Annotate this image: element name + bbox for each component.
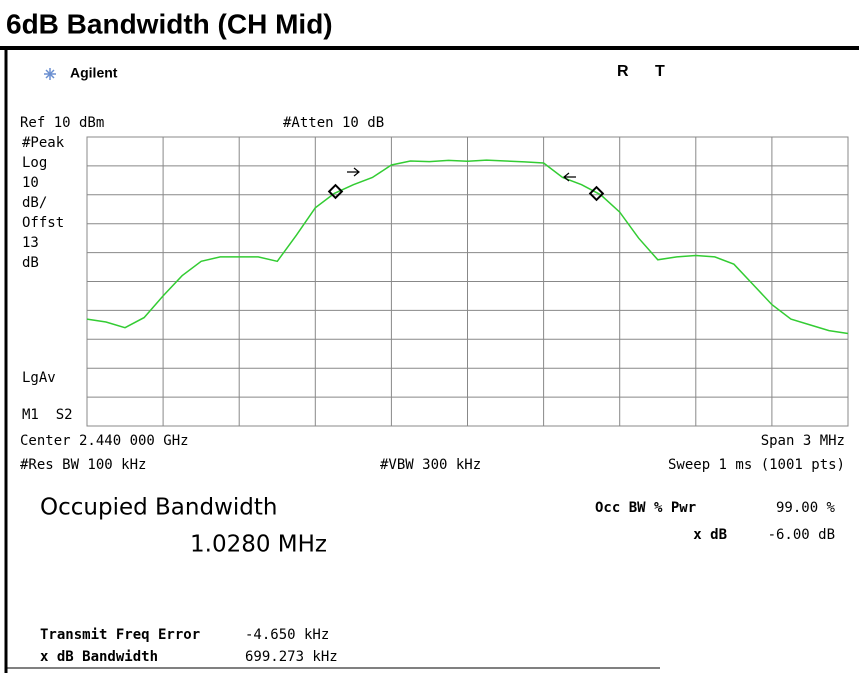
- span: Span 3 MHz: [761, 433, 845, 449]
- trace: [86, 159, 849, 335]
- xbw-value: 699.273 kHz: [245, 649, 338, 665]
- xdb-label: x dB: [693, 527, 727, 543]
- xbw-label: x dB Bandwidth: [40, 649, 158, 665]
- rbw: #Res BW 100 kHz: [20, 457, 146, 473]
- center-freq: Center 2.440 000 GHz: [20, 433, 189, 449]
- ref-level: Ref 10 dBm: [20, 115, 104, 131]
- scale-label: Offst: [22, 215, 64, 231]
- scale-label: dB: [22, 255, 39, 271]
- scale-label: dB/: [22, 195, 47, 211]
- vbw: #VBW 300 kHz: [380, 457, 481, 473]
- brand-icon: [44, 68, 56, 80]
- scale-label: #Peak: [22, 135, 65, 151]
- page-title: 6dB Bandwidth (CH Mid): [6, 8, 333, 39]
- attenuation: #Atten 10 dB: [283, 115, 384, 131]
- occ-label: Occupied Bandwidth: [40, 495, 277, 521]
- sweep: Sweep 1 ms (1001 pts): [668, 457, 845, 473]
- tfe-value: -4.650 kHz: [245, 627, 329, 643]
- occ-value: 1.0280 MHz: [190, 532, 327, 558]
- status-t: T: [655, 63, 665, 80]
- xdb-value: -6.00 dB: [768, 527, 835, 543]
- scale-label: 13: [22, 235, 39, 251]
- marker-decor: [327, 167, 605, 202]
- status-r: R: [617, 63, 629, 80]
- marker-state: M1 S2: [22, 407, 73, 423]
- averaging: LgAv: [22, 370, 56, 386]
- tfe-label: Transmit Freq Error: [40, 627, 200, 643]
- pwr-label: Occ BW % Pwr: [595, 500, 696, 516]
- pwr-value: 99.00 %: [776, 500, 836, 516]
- scale-label: 10: [22, 175, 39, 191]
- scale-label: Log: [22, 155, 47, 171]
- brand: Agilent: [70, 65, 118, 81]
